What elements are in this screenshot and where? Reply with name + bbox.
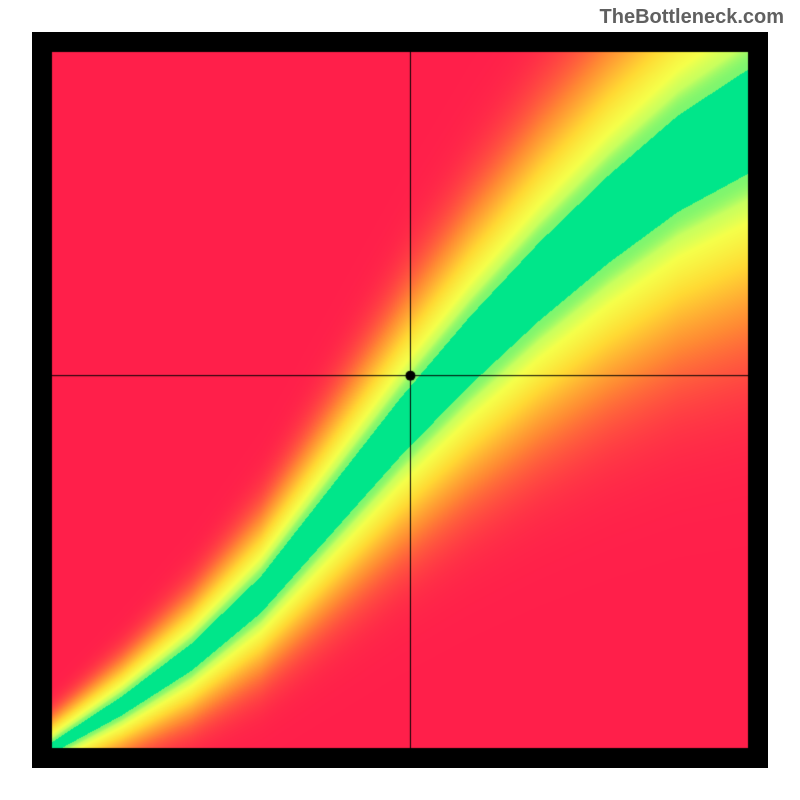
heatmap-canvas <box>32 32 768 768</box>
chart-container: TheBottleneck.com <box>0 0 800 800</box>
chart-frame <box>32 32 768 768</box>
watermark-text: TheBottleneck.com <box>600 6 784 29</box>
